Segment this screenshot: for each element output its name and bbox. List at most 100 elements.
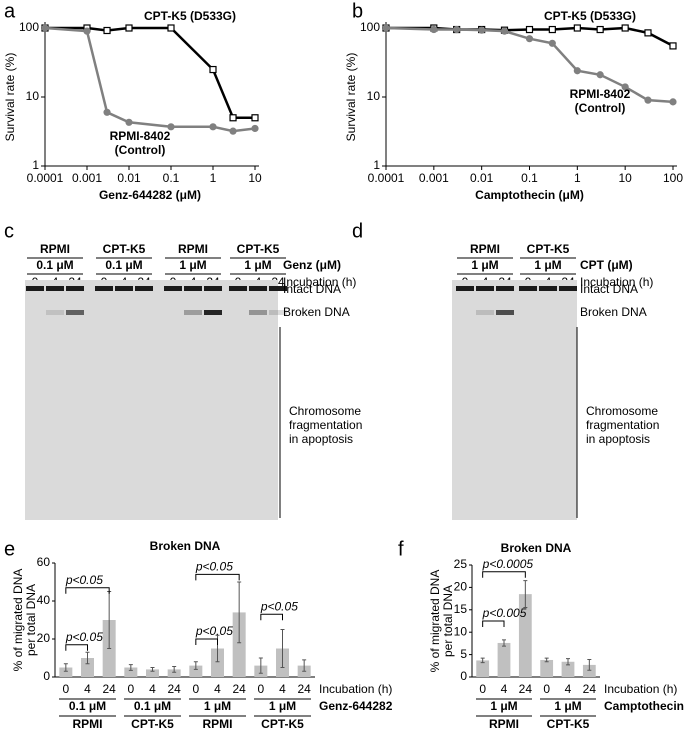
y-tick-label: 0 [460, 669, 467, 683]
marker [525, 35, 534, 43]
band-label: Broken DNA [283, 305, 350, 319]
intact-band [519, 286, 537, 291]
intact-band [164, 286, 182, 291]
marker [209, 65, 217, 74]
series-line [385, 26, 674, 104]
intact-band [26, 286, 44, 291]
broken-band [496, 310, 514, 315]
x-tick-label: 0.0001 [27, 171, 64, 185]
x-tick-label: 4 [214, 682, 221, 696]
gel-concentration: 0.1 μM [105, 258, 142, 272]
y-tick-label: 40 [37, 593, 51, 607]
y-tick-label: 60 [37, 555, 51, 569]
group-axis-label: Camptothecin [604, 699, 684, 713]
gel-image [452, 280, 577, 520]
significance-bracket [195, 573, 240, 581]
x-axis-label: Incubation (h) [319, 682, 392, 696]
intact-band [229, 286, 247, 291]
broken-band [46, 310, 64, 315]
marker [453, 25, 461, 34]
gel-cell: CPT-K5 [103, 242, 146, 256]
group-concentration: 1 μM [269, 699, 296, 713]
gel-cell: RPMI [178, 242, 208, 256]
significance-label: p<0.05 [65, 573, 103, 587]
x-tick-label: 0 [543, 682, 550, 696]
y-axis-label: % of migrated DNA [428, 570, 442, 673]
error-bar [172, 666, 177, 673]
y-tick-label: 20 [454, 580, 468, 594]
marker [573, 67, 581, 75]
marker [621, 83, 629, 91]
band-label: Intact DNA [283, 282, 341, 296]
intact-band [66, 286, 84, 291]
gel-concentration: 1 μM [534, 258, 561, 272]
error-bar [128, 664, 133, 671]
marker [251, 124, 259, 133]
x-tick-label: 0 [479, 682, 486, 696]
significance-label: p<0.005 [482, 606, 527, 620]
marker [229, 127, 237, 135]
gel-treatment-label: CPT (μM) [580, 258, 633, 272]
x-tick-label: 10 [248, 171, 262, 185]
bar [582, 664, 596, 677]
panel-letter: d [352, 220, 363, 242]
marker [478, 26, 486, 34]
panel-letter: e [4, 538, 15, 560]
marker [500, 27, 509, 35]
marker [430, 25, 438, 34]
x-axis-label: Camptothecin (μM) [475, 188, 584, 202]
bar [232, 612, 246, 677]
intact-band [539, 286, 557, 291]
x-tick-label: 24 [102, 682, 116, 696]
x-tick-label: 1 [574, 171, 581, 185]
marker [596, 25, 604, 34]
intact-band [204, 286, 222, 291]
marker [525, 25, 534, 34]
x-tick-label: 4 [279, 682, 286, 696]
marker [125, 24, 133, 32]
bar [476, 660, 490, 677]
marker [573, 24, 581, 32]
gel-concentration: 1 μM [244, 258, 271, 272]
x-tick-label: 0.001 [72, 171, 102, 185]
y-axis-label: % of migrated DNA [11, 569, 25, 672]
marker [103, 26, 111, 35]
error-bar [587, 659, 592, 671]
significance-bracket [65, 587, 110, 594]
marker [83, 27, 91, 35]
intact-band [115, 286, 133, 291]
y-tick-label: 1 [32, 158, 39, 172]
bar [124, 667, 138, 677]
bar [497, 642, 511, 677]
marker [229, 114, 237, 122]
series-label: CPT-K5 (D533G) [544, 9, 636, 23]
x-tick-label: 24 [167, 682, 181, 696]
marker [125, 118, 133, 126]
broken-band [184, 310, 202, 315]
significance-bracket [195, 638, 218, 645]
broken-band [249, 310, 267, 315]
significance-bracket [482, 620, 505, 627]
bar [167, 669, 181, 677]
chart-title: Broken DNA [150, 539, 221, 553]
broken-band [204, 310, 222, 315]
x-tick-label: 4 [501, 682, 508, 696]
x-tick-label: 24 [232, 682, 246, 696]
x-tick-label: 4 [84, 682, 91, 696]
band-label: Chromosome [289, 404, 361, 418]
x-tick-label: 0.0001 [368, 171, 405, 185]
bar [518, 594, 532, 677]
x-tick-label: 0.01 [117, 171, 141, 185]
error-bar [280, 629, 285, 668]
marker [382, 24, 390, 32]
y-axis-label: per total DNA [24, 584, 38, 656]
band-label: Chromosome [586, 404, 658, 418]
broken-band [66, 310, 84, 315]
significance-label: p<0.05 [260, 599, 298, 613]
x-tick-label: 24 [583, 682, 597, 696]
y-axis-label: Survival rate (%) [3, 53, 17, 142]
y-tick-label: 10 [26, 89, 40, 103]
gel-cell: CPT-K5 [237, 242, 280, 256]
significance-label: p<0.05 [65, 630, 103, 644]
